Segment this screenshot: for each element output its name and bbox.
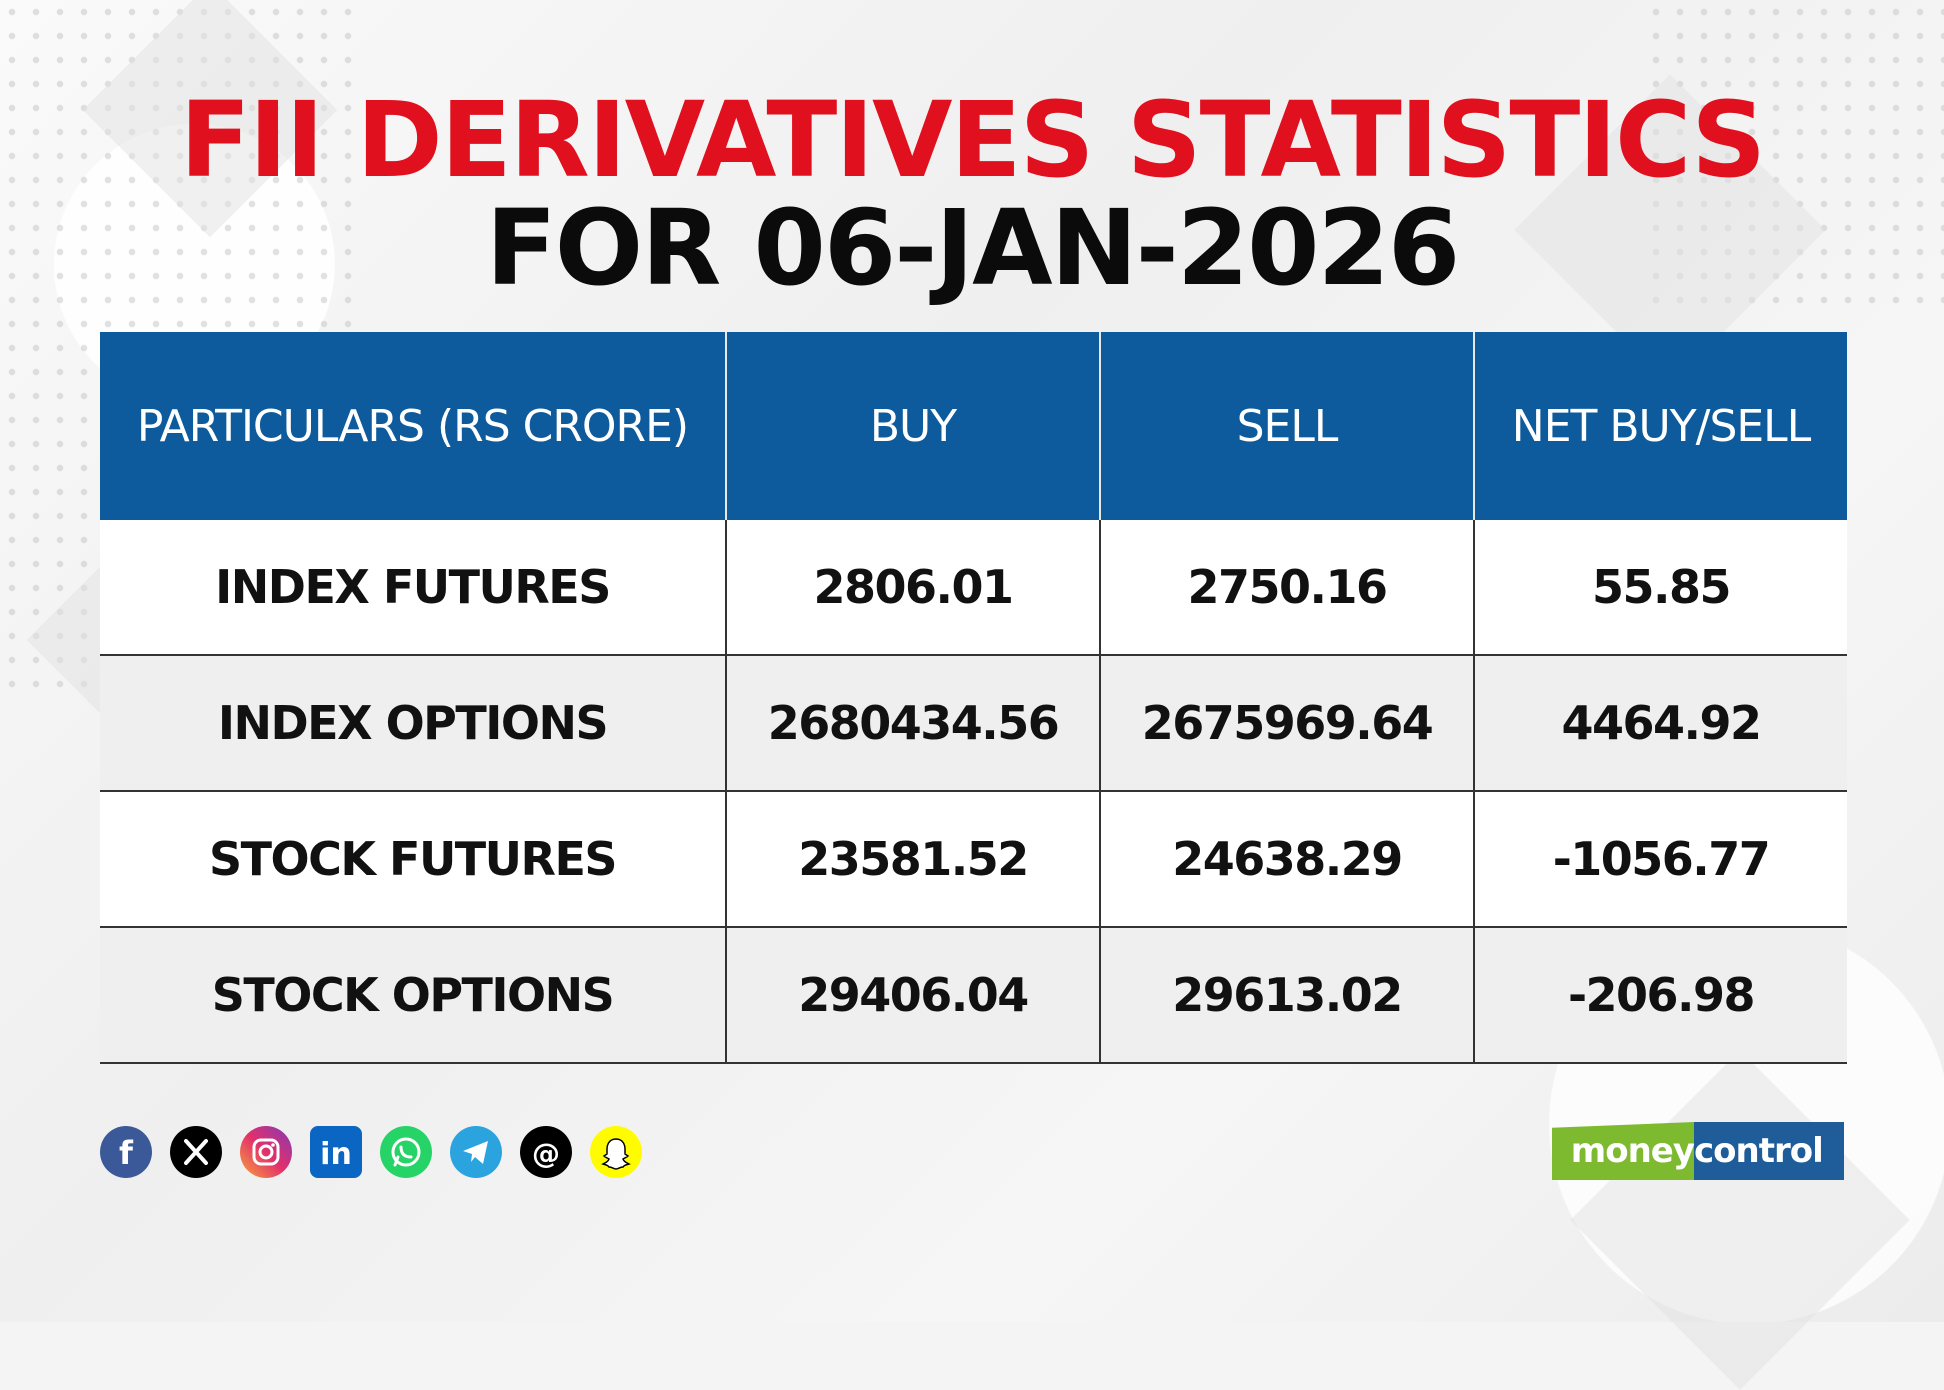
svg-text:in: in — [320, 1137, 352, 1172]
net-value: 4464.92 — [1473, 656, 1847, 792]
sell-value: 2675969.64 — [1099, 656, 1473, 792]
moneycontrol-logo: money control — [1552, 1122, 1844, 1180]
linkedin-icon[interactable]: in — [310, 1126, 362, 1178]
sell-value: 2750.16 — [1099, 520, 1473, 656]
telegram-icon[interactable] — [450, 1126, 502, 1178]
social-icons: f in @ — [100, 1126, 642, 1178]
svg-text:f: f — [119, 1134, 134, 1172]
threads-icon[interactable]: @ — [520, 1126, 572, 1178]
facebook-icon[interactable]: f — [100, 1126, 152, 1178]
derivatives-table: PARTICULARS (RS CRORE) BUY SELL NET BUY/… — [100, 332, 1847, 1064]
net-value: -1056.77 — [1473, 792, 1847, 928]
svg-text:@: @ — [532, 1137, 560, 1170]
table-row: INDEX OPTIONS 2680434.56 2675969.64 4464… — [100, 656, 1847, 792]
net-value: 55.85 — [1473, 520, 1847, 656]
instagram-icon[interactable] — [240, 1126, 292, 1178]
logo-part-control: control — [1694, 1122, 1844, 1180]
header-net: NET BUY/SELL — [1473, 332, 1847, 520]
buy-value: 29406.04 — [725, 928, 1099, 1064]
row-label: STOCK FUTURES — [100, 792, 725, 928]
x-icon[interactable] — [170, 1126, 222, 1178]
buy-value: 2680434.56 — [725, 656, 1099, 792]
sell-value: 29613.02 — [1099, 928, 1473, 1064]
table-header-row: PARTICULARS (RS CRORE) BUY SELL NET BUY/… — [100, 332, 1847, 520]
net-value: -206.98 — [1473, 928, 1847, 1064]
table-row: STOCK OPTIONS 29406.04 29613.02 -206.98 — [100, 928, 1847, 1064]
header-particulars: PARTICULARS (RS CRORE) — [100, 332, 725, 520]
table-row: INDEX FUTURES 2806.01 2750.16 55.85 — [100, 520, 1847, 656]
row-label: INDEX FUTURES — [100, 520, 725, 656]
table-row: STOCK FUTURES 23581.52 24638.29 -1056.77 — [100, 792, 1847, 928]
row-label: INDEX OPTIONS — [100, 656, 725, 792]
sell-value: 24638.29 — [1099, 792, 1473, 928]
buy-value: 23581.52 — [725, 792, 1099, 928]
logo-part-money: money — [1552, 1122, 1694, 1180]
snapchat-icon[interactable] — [590, 1126, 642, 1178]
page-subtitle-date: FOR 06-JAN-2026 — [485, 187, 1460, 309]
whatsapp-icon[interactable] — [380, 1126, 432, 1178]
buy-value: 2806.01 — [725, 520, 1099, 656]
page-title: FII DERIVATIVES STATISTICS — [179, 79, 1766, 201]
header-sell: SELL — [1099, 332, 1473, 520]
row-label: STOCK OPTIONS — [100, 928, 725, 1064]
header-buy: BUY — [725, 332, 1099, 520]
